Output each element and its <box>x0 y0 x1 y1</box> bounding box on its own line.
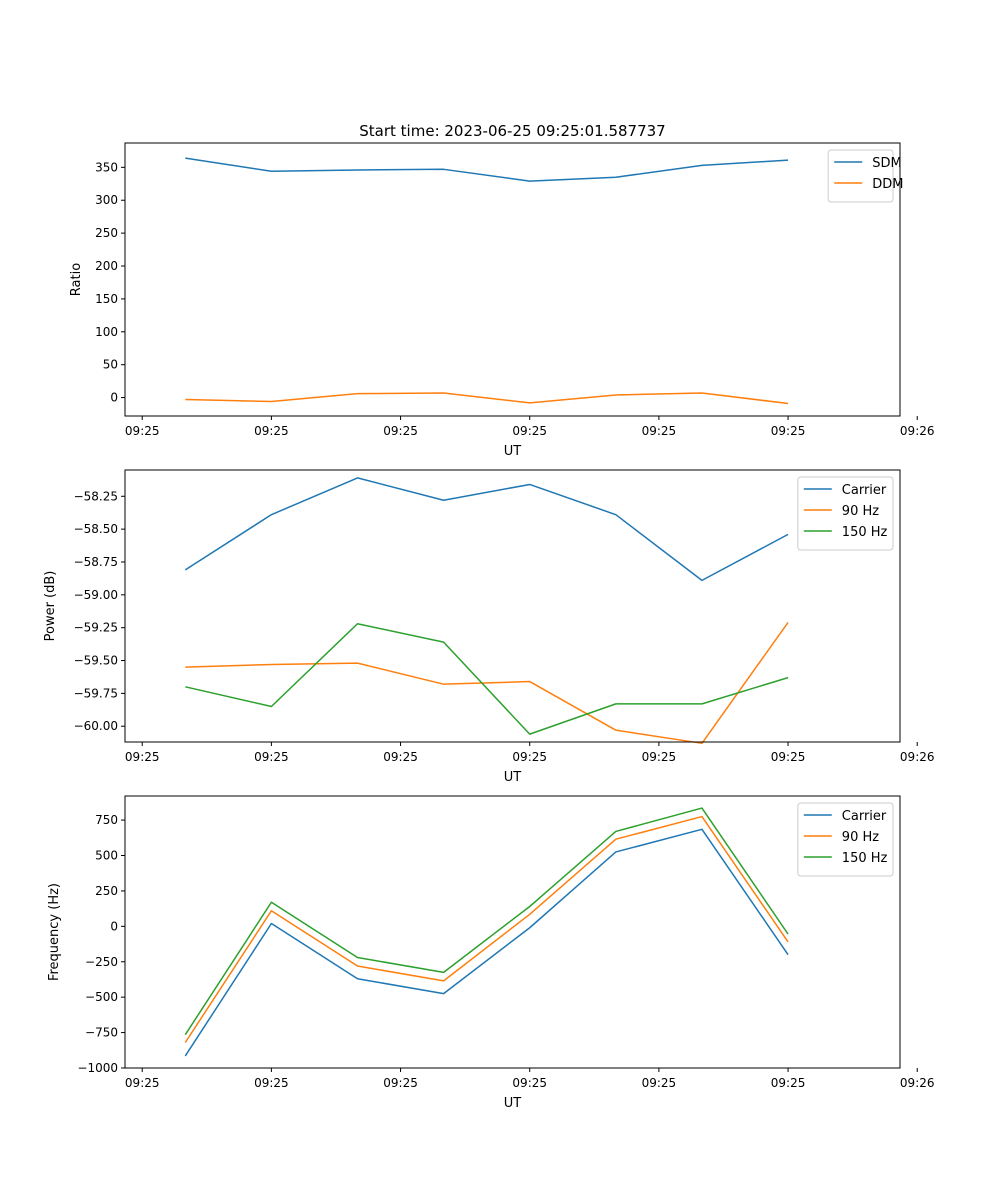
y-tick-label: −750 <box>85 1026 118 1040</box>
x-tick-label: 09:25 <box>512 1076 547 1090</box>
axes-frame <box>124 795 901 1069</box>
legend: Carrier 90 Hz 150 Hz <box>797 476 894 551</box>
y-tick-label: −59.00 <box>74 588 118 602</box>
y-tick-label: −59.50 <box>74 654 118 668</box>
series-line-90-hz <box>184 815 789 1043</box>
x-tick-label: 09:25 <box>125 424 160 438</box>
x-tick-label: 09:25 <box>383 1076 418 1090</box>
x-tick-label: 09:26 <box>900 424 935 438</box>
y-tick-label: −59.75 <box>74 686 118 700</box>
axes-frame <box>124 469 901 743</box>
series-line-sdm <box>185 157 789 182</box>
x-tick-label: 09:26 <box>900 1076 935 1090</box>
x-tick-label: 09:25 <box>512 424 547 438</box>
x-tick-label: 09:25 <box>771 750 806 764</box>
legend-box <box>827 149 894 203</box>
x-tick-label: 09:25 <box>125 750 160 764</box>
legend: SDM DDM <box>827 149 903 203</box>
y-tick-label: 200 <box>95 259 118 273</box>
x-tick-label: 09:25 <box>383 750 418 764</box>
y-tick-label: −59.25 <box>74 621 118 635</box>
y-axis-label: Ratio <box>69 263 84 296</box>
y-tick-label: −60.00 <box>74 719 118 733</box>
x-axis-label: UT <box>504 1096 522 1111</box>
y-tick-label: 300 <box>95 193 118 207</box>
x-tick-label: 09:25 <box>254 750 289 764</box>
legend-label: Carrier <box>842 809 887 824</box>
y-tick-label: 500 <box>95 849 118 863</box>
y-tick-label: −58.50 <box>74 522 118 536</box>
axes-frame <box>124 142 901 417</box>
x-tick-label: 09:25 <box>642 424 677 438</box>
y-tick-label: 350 <box>95 160 118 174</box>
x-axis-label: UT <box>504 444 522 459</box>
x-tick-label: 09:25 <box>512 750 547 764</box>
series-line-carrier <box>184 828 789 1057</box>
series-line-150-hz <box>185 622 789 735</box>
x-tick-label: 09:25 <box>642 1076 677 1090</box>
legend-label: Carrier <box>842 483 887 498</box>
y-tick-label: 250 <box>95 226 118 240</box>
x-tick-label: 09:26 <box>900 750 935 764</box>
y-tick-label: 0 <box>110 391 118 405</box>
y-tick-label: 0 <box>110 919 118 933</box>
legend: Carrier 90 Hz 150 Hz <box>797 802 894 877</box>
x-tick-label: 09:25 <box>383 424 418 438</box>
y-axis-label: Power (dB) <box>43 571 58 642</box>
x-tick-label: 09:25 <box>771 424 806 438</box>
x-tick-label: 09:25 <box>642 750 677 764</box>
y-tick-label: 100 <box>95 325 118 339</box>
y-tick-label: 750 <box>95 813 118 827</box>
legend-label: SDM <box>872 156 901 171</box>
chart-panel-1: 09:25 09:25 09:25 09:25 09:25 09:25 09:26 0 50 10… <box>69 142 935 459</box>
chart-panel-2: 09:25 09:25 09:25 09:25 09:25 09:25 09:26 −60.0… <box>43 469 935 785</box>
y-tick-label: −250 <box>85 955 118 969</box>
y-tick-label: 150 <box>95 292 118 306</box>
figure-title: Start time: 2023-06-25 09:25:01.587737 <box>359 122 665 140</box>
legend-label: 150 Hz <box>842 525 888 540</box>
series-line-ddm <box>185 392 789 405</box>
legend-label: DDM <box>872 177 903 192</box>
series-line-150-hz <box>184 807 789 1036</box>
y-tick-label: 250 <box>95 884 118 898</box>
chart-panel-3: 09:25 09:25 09:25 09:25 09:25 09:25 09:26 −1000… <box>47 795 935 1111</box>
y-tick-label: −58.25 <box>74 489 118 503</box>
y-tick-label: −58.75 <box>74 555 118 569</box>
legend-label: 90 Hz <box>842 504 879 519</box>
series-line-carrier <box>184 477 789 582</box>
legend-label: 90 Hz <box>842 830 879 845</box>
x-axis-label: UT <box>504 770 522 785</box>
y-tick-label: −1000 <box>77 1061 118 1075</box>
x-tick-label: 09:25 <box>254 1076 289 1090</box>
y-axis-label: Frequency (Hz) <box>47 883 62 981</box>
y-tick-label: −500 <box>85 990 118 1004</box>
legend-label: 150 Hz <box>842 851 888 866</box>
x-tick-label: 09:25 <box>125 1076 160 1090</box>
y-tick-label: 50 <box>103 358 118 372</box>
series-line-90-hz <box>185 621 789 745</box>
x-tick-label: 09:25 <box>771 1076 806 1090</box>
x-tick-label: 09:25 <box>254 424 289 438</box>
